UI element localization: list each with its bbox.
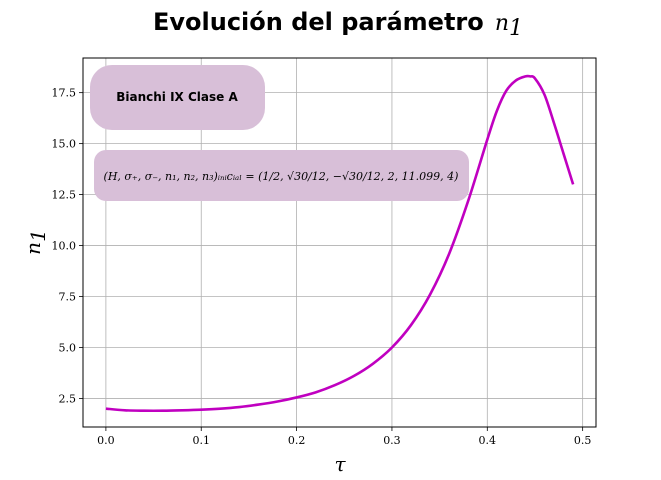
y-tick-label: 10.0 — [52, 240, 77, 253]
x-tick-label: 0.0 — [97, 434, 115, 447]
x-tick-label: 0.1 — [192, 434, 210, 447]
annotation-initial-conditions: (H, σ₊, σ₋, n₁, n₂, n₃)ᵢₙᵢcᵢₐₗ = (1/2, √… — [94, 150, 469, 201]
x-tick-label: 0.3 — [383, 434, 401, 447]
svg-text:n1: n1 — [21, 229, 50, 255]
annotation-initial-box — [94, 150, 469, 201]
chart-title-symbol-sub: 1 — [509, 16, 523, 41]
series-line-n1 — [105, 74, 575, 413]
annotation-bianchi-box — [90, 65, 265, 130]
series-layer — [105, 74, 575, 413]
x-axis-label: τ — [334, 452, 346, 476]
x-axis-ticks: 0.0 0.1 0.2 0.3 0.4 0.5 — [97, 427, 591, 447]
chart-title-text: Evolución del parámetro — [153, 8, 484, 36]
annotation-initial-text: (H, σ₊, σ₋, n₁, n₂, n₃)ᵢₙᵢcᵢₐₗ = (1/2, √… — [104, 170, 459, 183]
y-tick-label: 2.5 — [59, 392, 77, 405]
y-tick-label: 5.0 — [59, 341, 77, 354]
y-axis-label-symbol: n — [21, 242, 45, 255]
y-axis-label-sub: 1 — [26, 229, 50, 242]
x-tick-label: 0.4 — [479, 434, 497, 447]
y-tick-label: 15.0 — [52, 138, 77, 151]
y-axis-ticks: 2.5 5.0 7.5 10.0 12.5 15.0 17.5 — [52, 87, 83, 405]
y-tick-label: 7.5 — [59, 291, 77, 304]
y-tick-label: 12.5 — [52, 189, 77, 202]
y-axis-label: n1 — [21, 229, 50, 255]
x-tick-label: 0.2 — [288, 434, 306, 447]
y-tick-label: 17.5 — [52, 87, 77, 100]
annotation-bianchi-text: Bianchi IX Clase A — [116, 90, 238, 104]
plot-frame — [82, 57, 597, 428]
annotation-bianchi: Bianchi IX Clase A — [90, 65, 265, 130]
chart-title: Evolución del parámetro n1 — [153, 8, 523, 41]
x-tick-label: 0.5 — [574, 434, 592, 447]
chart-title-symbol: n — [495, 11, 509, 36]
